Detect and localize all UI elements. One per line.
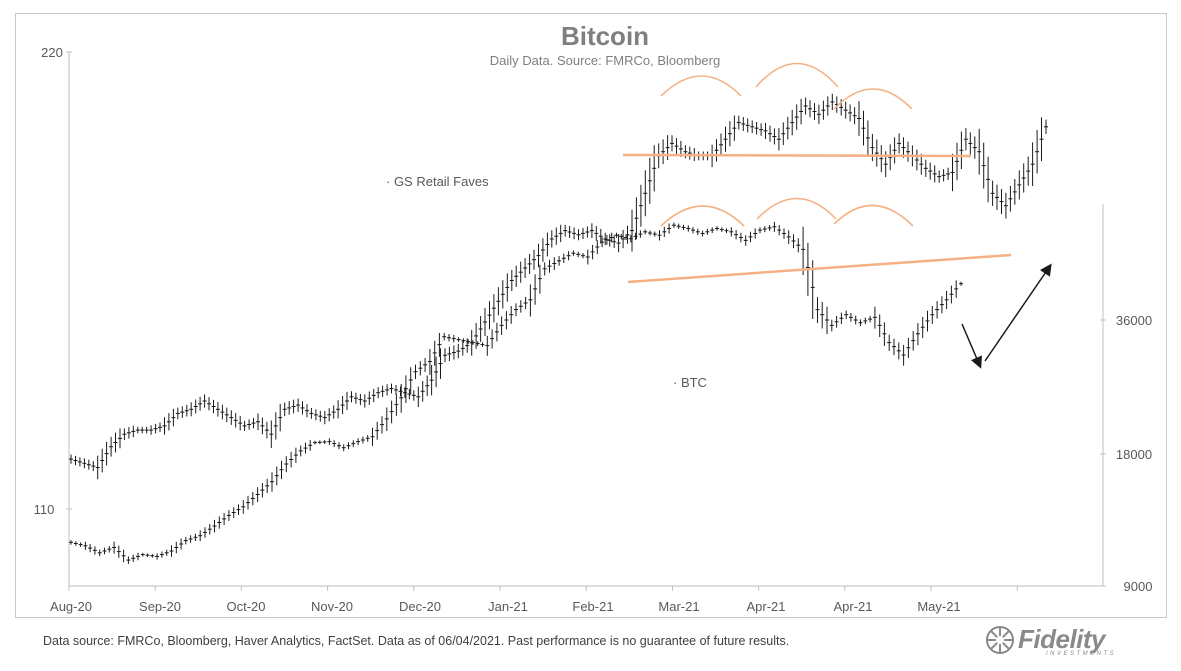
x-tick-label-nov-20: Nov-20 [311, 599, 353, 614]
btc-arc-right-shoulder [833, 204, 914, 227]
x-tick-label-jan-21: Jan-21 [488, 599, 528, 614]
x-tick-label-apr-21: Apr-21 [746, 599, 785, 614]
x-axis-ticks [68, 586, 1018, 591]
x-tick-label-oct-20: Oct-20 [226, 599, 265, 614]
chart-frame: Bitcoin Daily Data. Source: FMRCo, Bloom… [15, 13, 1167, 618]
fidelity-logo-subtext: INVESTMENTS [1046, 651, 1117, 657]
fidelity-logo-wordmark: Fidelity [1018, 624, 1106, 654]
x-tick-label-sep-20: Sep-20 [139, 599, 181, 614]
x-tick-label-dec-20: Dec-20 [399, 599, 441, 614]
series-btc [69, 221, 963, 564]
x-tick-label-feb-21: Feb-21 [572, 599, 613, 614]
btc-arc-left-shoulder [660, 205, 745, 227]
btc-arc-head [756, 197, 837, 220]
footer-note: Data source: FMRCo, Bloomberg, Haver Ana… [43, 634, 790, 648]
x-tick-label-aug-20: Aug-20 [50, 599, 92, 614]
arrow-up [984, 263, 1052, 362]
series-label-gs-retail-faves: · GS Retail Faves [386, 174, 489, 189]
fidelity-logo-icon [986, 626, 1014, 654]
btc-neckline [627, 253, 1012, 284]
chart-subtitle: Daily Data. Source: FMRCo, Bloomberg [490, 53, 720, 68]
series-gs-retail-faves [69, 93, 1048, 480]
retail-arc-right-shoulder [833, 88, 913, 110]
retail-arc-left-shoulder [660, 75, 742, 97]
chart-svg: Bitcoin Daily Data. Source: FMRCo, Bloom… [34, 21, 1153, 614]
right-tick-label-9000: 9000 [1124, 579, 1153, 594]
right-tick-label-36000: 36000 [1116, 313, 1152, 328]
fidelity-logo: Fidelity INVESTMENTS [984, 622, 1144, 662]
left-tick-label-220: 220 [41, 45, 63, 60]
x-tick-label-mar-21: Mar-21 [658, 599, 699, 614]
arrow-down [961, 323, 982, 369]
x-tick-label-apr-21-b: Apr-21 [833, 599, 872, 614]
chart-title: Bitcoin [561, 21, 649, 51]
retail-neckline [622, 153, 972, 158]
x-tick-label-may-21: May-21 [917, 599, 960, 614]
retail-arc-head [755, 62, 839, 88]
right-tick-label-18000: 18000 [1116, 447, 1152, 462]
left-tick-label-110: 110 [34, 502, 55, 517]
series-label-btc: · BTC [673, 375, 707, 390]
